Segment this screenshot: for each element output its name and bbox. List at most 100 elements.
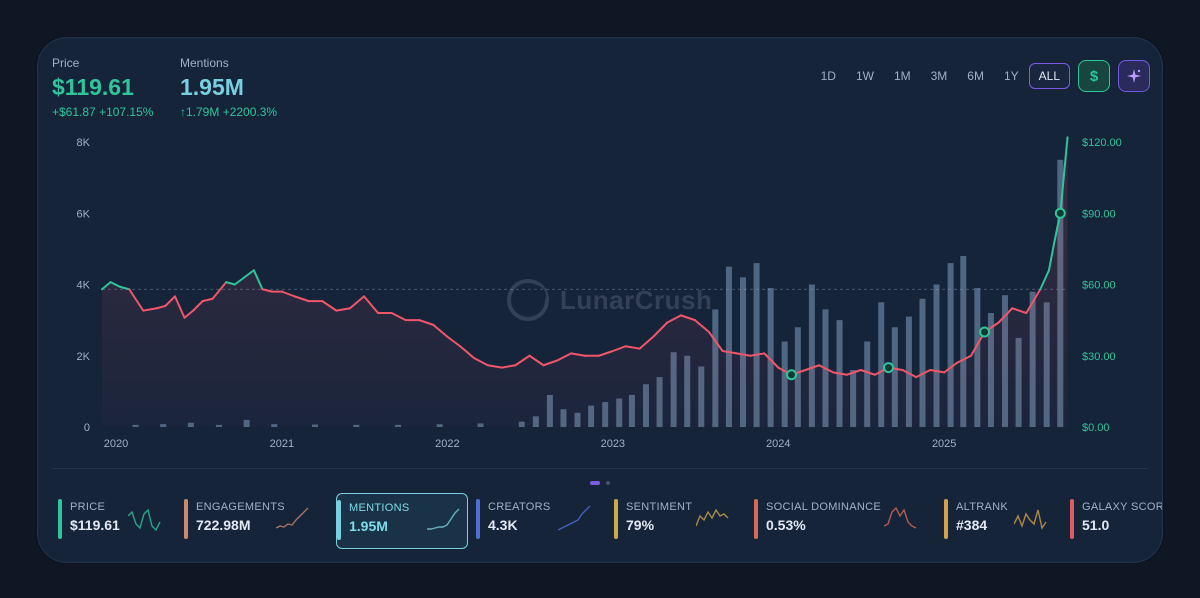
mentions-bar (947, 263, 954, 427)
price-line-segment (390, 312, 407, 322)
price-marker (1054, 207, 1066, 219)
price-line-segment (859, 369, 876, 376)
metric-sparkline (427, 508, 460, 530)
pager-dot[interactable] (606, 481, 610, 485)
mentions-bar (725, 266, 732, 427)
range-3m-button[interactable]: 3M (930, 69, 948, 83)
price-marker (785, 369, 797, 381)
lunarcrush-watermark: LunarCrush (506, 278, 712, 322)
price-area (102, 137, 1068, 428)
y-tick-left: 2K (77, 351, 91, 363)
metric-altrank[interactable]: ALTRANK #384 (944, 493, 1054, 547)
price-line-segment (459, 345, 476, 360)
x-tick: 2021 (270, 438, 294, 450)
range-6m-button[interactable]: 6M (967, 69, 984, 83)
price-line-segment (128, 288, 145, 312)
price-line-segment (679, 314, 696, 322)
price-line-segment (293, 295, 310, 303)
metric-value: 0.53% (766, 517, 806, 533)
price-line-segment (233, 276, 246, 286)
price-line-segment (666, 314, 682, 324)
sparkle-icon (1127, 69, 1141, 83)
x-tick: 2020 (104, 438, 128, 450)
metric-value: $119.61 (70, 517, 120, 533)
y-tick-left: 4K (77, 280, 91, 292)
metric-color-bar (1070, 499, 1074, 539)
price-line-segment (915, 369, 932, 379)
metric-mentions[interactable]: MENTIONS 1.95M (336, 493, 468, 549)
range-1w-button[interactable]: 1W (855, 69, 874, 83)
price-line-segment (225, 281, 236, 286)
price-line-segment (1059, 136, 1069, 215)
metrics-pager[interactable] (590, 481, 610, 485)
price-line-segment (693, 319, 710, 333)
price-label: Price (52, 56, 80, 70)
metric-value: 51.0 (1082, 517, 1110, 533)
metric-value: 4.3K (488, 517, 518, 533)
price-line-segment (335, 307, 351, 312)
price-marker (979, 326, 991, 338)
range-1d-button[interactable]: 1D (820, 69, 836, 83)
price-line-segment (1025, 288, 1042, 314)
metrics-strip: PRICE $119.61 ENGAGEMENTS 722.98M MENTIONS 1.… (58, 493, 1163, 549)
main-chart[interactable]: 0 2K 4K 6K 8K $0.00 $30.00 $60.00 $90.00 $120.00 2… (38, 38, 1162, 468)
ai-button[interactable] (1118, 60, 1150, 92)
mentions-bar (753, 263, 760, 427)
price-line-segment (119, 285, 131, 291)
price-change-pct: +107.15% (99, 105, 154, 119)
metric-social-dominance[interactable]: SOCIAL DOMINANCE 0.53% (754, 493, 924, 547)
y-tick-right: $60.00 (1082, 280, 1116, 292)
price-line-segment (418, 319, 435, 326)
metric-value: 79% (626, 517, 655, 533)
mentions-bar (739, 277, 746, 427)
price-line-segment (261, 288, 273, 293)
metric-sparkline (696, 508, 729, 527)
price-line-segment (101, 281, 112, 291)
currency-button[interactable]: $ (1078, 60, 1110, 92)
metric-creators[interactable]: CREATORS 4.3K (476, 493, 598, 547)
mentions-value: 1.95M (180, 74, 244, 100)
x-tick: 2025 (932, 438, 956, 450)
price-line-segment (486, 364, 503, 369)
price-line-segment (1039, 269, 1050, 291)
metric-sparkline (558, 505, 591, 531)
mentions-bar (933, 284, 940, 427)
metric-galaxy-score[interactable]: GALAXY SCORE 51.0 (1070, 493, 1163, 547)
price-line-segment (901, 369, 918, 379)
price-value: $119.61 (52, 74, 134, 100)
range-1m-button[interactable]: 1M (893, 69, 911, 83)
y-tick-right: $0.00 (1082, 422, 1110, 434)
pager-dot-active[interactable] (590, 481, 600, 485)
metric-color-bar (58, 499, 62, 539)
price-line-segment (749, 352, 766, 357)
price-line-segment (624, 345, 641, 350)
metric-engagements[interactable]: ENGAGEMENTS 722.98M (184, 493, 316, 547)
mentions-bar (808, 284, 815, 427)
metric-name: CREATORS (488, 501, 551, 513)
range-1y-button[interactable]: 1Y (1003, 69, 1019, 83)
metric-name: GALAXY SCORE (1082, 501, 1163, 513)
price-line-segment (432, 323, 449, 338)
metric-name: SENTIMENT (626, 501, 693, 513)
price-line-segment (321, 300, 338, 312)
price-line-segment (211, 281, 228, 300)
metric-value: 1.95M (349, 518, 388, 534)
price-line-segment (142, 307, 158, 312)
mentions-change-pct: +2200.3% (222, 105, 278, 119)
mentions-label: Mentions (180, 56, 229, 70)
x-tick: 2022 (435, 438, 459, 450)
mentions-change: ↑1.79M +2200.3% (180, 105, 277, 119)
metric-sparkline (884, 506, 917, 529)
price-line-segment (201, 297, 214, 303)
watermark-text: LunarCrush (560, 284, 713, 315)
range-all-button[interactable]: ALL (1028, 63, 1070, 89)
mentions-bar (905, 316, 912, 427)
price-line-segment (652, 321, 669, 338)
metric-sentiment[interactable]: SENTIMENT 79% (614, 493, 736, 547)
metric-sparkline-path (884, 506, 917, 529)
x-tick: 2024 (766, 438, 790, 450)
metric-price[interactable]: PRICE $119.61 (58, 493, 168, 547)
metric-name: ENGAGEMENTS (196, 501, 285, 513)
mentions-bar (960, 256, 967, 427)
metric-sparkline-path (1014, 509, 1047, 530)
